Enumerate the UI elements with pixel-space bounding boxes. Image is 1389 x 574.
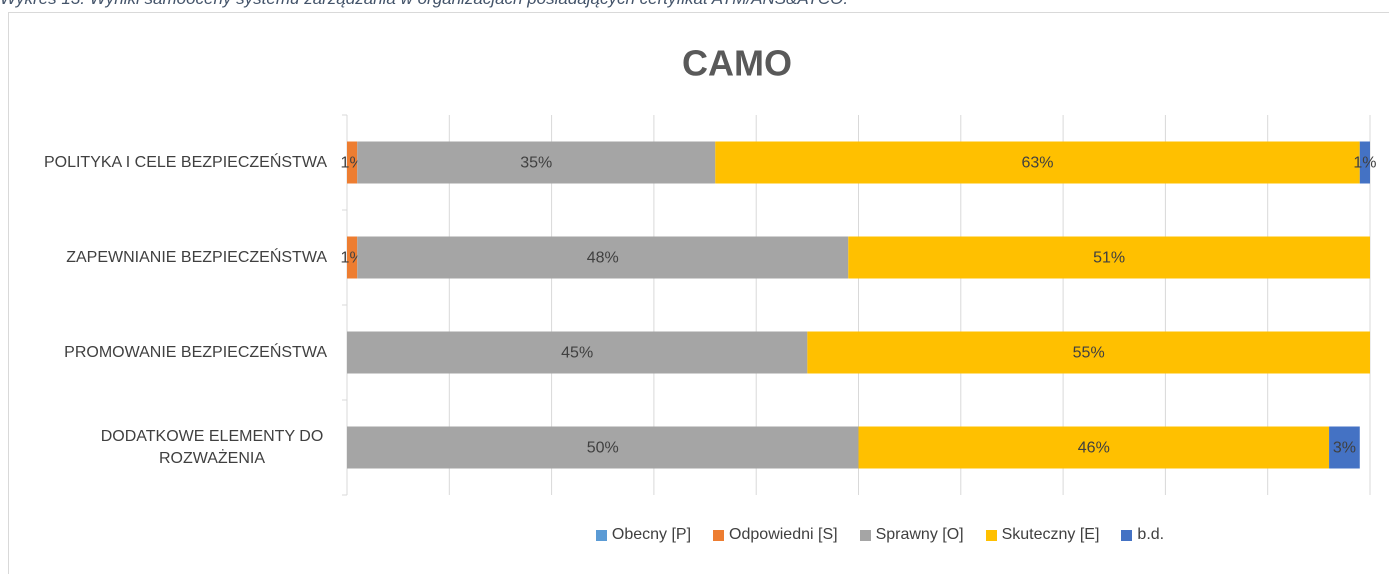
legend-item: b.d. bbox=[1121, 526, 1164, 544]
bar-segment bbox=[357, 141, 716, 184]
bar-segment bbox=[858, 426, 1330, 469]
legend-swatch bbox=[859, 529, 871, 541]
data-label: 48% bbox=[587, 250, 619, 267]
data-label: 46% bbox=[1078, 440, 1110, 457]
legend-label: Skuteczny [E] bbox=[1001, 526, 1100, 543]
data-label: 63% bbox=[1022, 155, 1054, 172]
legend-label: b.d. bbox=[1137, 526, 1165, 543]
bar-segment bbox=[1359, 141, 1370, 184]
bar-segment bbox=[357, 236, 849, 279]
legend-swatch bbox=[1121, 529, 1133, 541]
chart-frame bbox=[8, 12, 1389, 574]
legend-label: Sprawny [O] bbox=[875, 526, 964, 543]
category-label: ZAPEWNIANIE BEZPIECZEŃSTWA bbox=[66, 248, 327, 266]
category-label: DODATKOWE ELEMENTY DO ROZWAŻENIA bbox=[100, 427, 324, 467]
bar-segment bbox=[807, 331, 1370, 374]
category-label: POLITYKA I CELE BEZPIECZEŃSTWA bbox=[43, 153, 327, 171]
data-label: 51% bbox=[1093, 250, 1125, 267]
bar-segment bbox=[347, 236, 358, 279]
bar-segment bbox=[347, 141, 358, 184]
chart-title: CAMO bbox=[682, 43, 792, 84]
legend-swatch bbox=[595, 529, 607, 541]
bar-segment bbox=[347, 331, 808, 374]
legend-item: Obecny [P] bbox=[595, 526, 692, 544]
bar-segment bbox=[715, 141, 1360, 184]
data-label: 45% bbox=[561, 345, 593, 362]
bar-segment bbox=[347, 426, 859, 469]
caption: Wykres 13. Wyniki samooceny systemu zarz… bbox=[0, 0, 848, 9]
legend-item: Skuteczny [E] bbox=[985, 526, 1100, 544]
data-label: 35% bbox=[520, 155, 552, 172]
legend-item: Sprawny [O] bbox=[859, 526, 964, 544]
data-label: 55% bbox=[1073, 345, 1105, 362]
legend-label: Obecny [P] bbox=[611, 526, 692, 543]
bar-segment bbox=[1329, 426, 1360, 469]
data-label: 3% bbox=[1333, 440, 1356, 457]
bar-segment bbox=[848, 236, 1370, 279]
data-label: 50% bbox=[587, 440, 619, 457]
category-label: PROMOWANIE BEZPIECZEŃSTWA bbox=[64, 343, 327, 361]
legend-item: Odpowiedni [S] bbox=[713, 526, 838, 544]
legend: Obecny [P] Odpowiedni [S] Sprawny [O] Skute… bbox=[347, 526, 1389, 544]
legend-swatch bbox=[985, 529, 997, 541]
legend-label: Odpowiedni [S] bbox=[729, 526, 838, 543]
legend-swatch bbox=[713, 529, 725, 541]
data-label: 1% bbox=[1353, 155, 1376, 172]
